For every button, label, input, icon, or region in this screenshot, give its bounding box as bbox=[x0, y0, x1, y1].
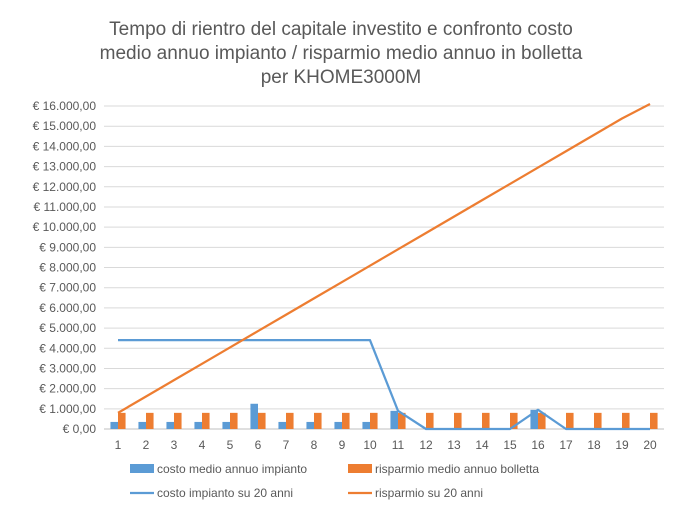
x-tick-label: 8 bbox=[311, 438, 318, 452]
bar bbox=[370, 412, 378, 429]
x-tick-label: 11 bbox=[392, 438, 405, 452]
x-tick-label: 1 bbox=[115, 438, 122, 452]
x-tick-label: 6 bbox=[255, 438, 262, 452]
bar bbox=[118, 412, 126, 429]
bar bbox=[538, 412, 546, 429]
bar bbox=[482, 412, 490, 429]
y-tick-label: € 1.000,00 bbox=[39, 402, 96, 416]
bar bbox=[362, 421, 370, 429]
bar bbox=[258, 412, 266, 429]
y-tick-label: € 11.000,00 bbox=[33, 200, 96, 214]
x-tick-label: 7 bbox=[283, 438, 290, 452]
y-tick-label: € 13.000,00 bbox=[33, 160, 97, 174]
bar bbox=[306, 421, 314, 429]
y-tick-label: € 9.000,00 bbox=[39, 240, 96, 254]
legend-entry: costo medio annuo impianto bbox=[130, 462, 307, 476]
x-tick-label: 16 bbox=[531, 438, 545, 452]
legend-label: costo medio annuo impianto bbox=[157, 462, 307, 476]
y-tick-label: € 6.000,00 bbox=[39, 301, 96, 315]
legend-label: costo impianto su 20 anni bbox=[157, 486, 293, 500]
chart-title-line-2: medio annuo impianto / risparmio medio a… bbox=[99, 43, 583, 64]
bar bbox=[174, 412, 182, 429]
x-tick-label: 9 bbox=[339, 438, 346, 452]
bar bbox=[566, 412, 574, 429]
series-line bbox=[117, 102, 651, 414]
x-tick-label: 2 bbox=[143, 438, 150, 452]
bar bbox=[622, 412, 630, 429]
legend-swatch bbox=[348, 464, 372, 473]
x-tick-label: 15 bbox=[503, 438, 517, 452]
bar bbox=[334, 421, 342, 429]
bar bbox=[530, 409, 538, 429]
y-tick-label: € 5.000,00 bbox=[39, 321, 96, 335]
x-tick-label: 3 bbox=[171, 438, 178, 452]
bar bbox=[110, 421, 118, 429]
bar bbox=[398, 412, 406, 429]
bar bbox=[594, 412, 602, 429]
legend-entry: risparmio medio annuo bolletta bbox=[348, 462, 539, 476]
bar bbox=[230, 412, 238, 429]
bar bbox=[286, 412, 294, 429]
bar bbox=[390, 410, 398, 429]
legend-label: risparmio medio annuo bolletta bbox=[375, 462, 539, 476]
bar bbox=[194, 421, 202, 429]
x-tick-label: 19 bbox=[615, 438, 629, 452]
bar bbox=[650, 412, 658, 429]
x-tick-label: 13 bbox=[447, 438, 461, 452]
y-tick-label: € 2.000,00 bbox=[39, 382, 96, 396]
legend-swatch bbox=[130, 464, 154, 473]
series-line bbox=[118, 339, 650, 431]
bar bbox=[314, 412, 322, 429]
x-tick-label: 5 bbox=[227, 438, 234, 452]
bar bbox=[222, 421, 230, 429]
x-tick-label: 17 bbox=[559, 438, 573, 452]
bar bbox=[510, 412, 518, 429]
y-tick-label: € 0,00 bbox=[63, 422, 97, 436]
y-tick-label: € 4.000,00 bbox=[39, 341, 96, 355]
bar bbox=[202, 412, 210, 429]
x-tick-label: 4 bbox=[199, 438, 206, 452]
y-tick-label: € 16.000,00 bbox=[33, 99, 97, 113]
x-tick-label: 14 bbox=[475, 438, 489, 452]
bar bbox=[454, 412, 462, 429]
legend-entry: costo impianto su 20 anni bbox=[130, 486, 293, 500]
bar bbox=[146, 412, 154, 429]
legend-entry: risparmio su 20 anni bbox=[348, 486, 483, 500]
y-tick-label: € 12.000,00 bbox=[33, 180, 97, 194]
y-tick-label: € 10.000,00 bbox=[33, 220, 97, 234]
x-tick-label: 10 bbox=[363, 438, 377, 452]
y-tick-label: € 8.000,00 bbox=[39, 261, 96, 275]
bar bbox=[166, 421, 174, 429]
bar bbox=[426, 412, 434, 429]
chart-title-line-3: per KHOME3000M bbox=[260, 67, 422, 88]
bar bbox=[278, 421, 286, 429]
bar bbox=[342, 412, 350, 429]
chart-title-line-1: Tempo di rientro del capitale investito … bbox=[109, 19, 573, 40]
y-tick-label: € 14.000,00 bbox=[33, 139, 97, 153]
x-tick-label: 18 bbox=[587, 438, 601, 452]
y-tick-label: € 7.000,00 bbox=[39, 281, 96, 295]
bar bbox=[250, 403, 258, 429]
y-tick-label: € 15.000,00 bbox=[33, 119, 97, 133]
y-tick-label: € 3.000,00 bbox=[39, 361, 96, 375]
chart-title: Tempo di rientro del capitale investito … bbox=[0, 18, 682, 90]
x-tick-label: 20 bbox=[643, 438, 657, 452]
legend-label: risparmio su 20 anni bbox=[375, 486, 483, 500]
x-tick-label: 12 bbox=[419, 438, 433, 452]
bar bbox=[138, 421, 146, 429]
